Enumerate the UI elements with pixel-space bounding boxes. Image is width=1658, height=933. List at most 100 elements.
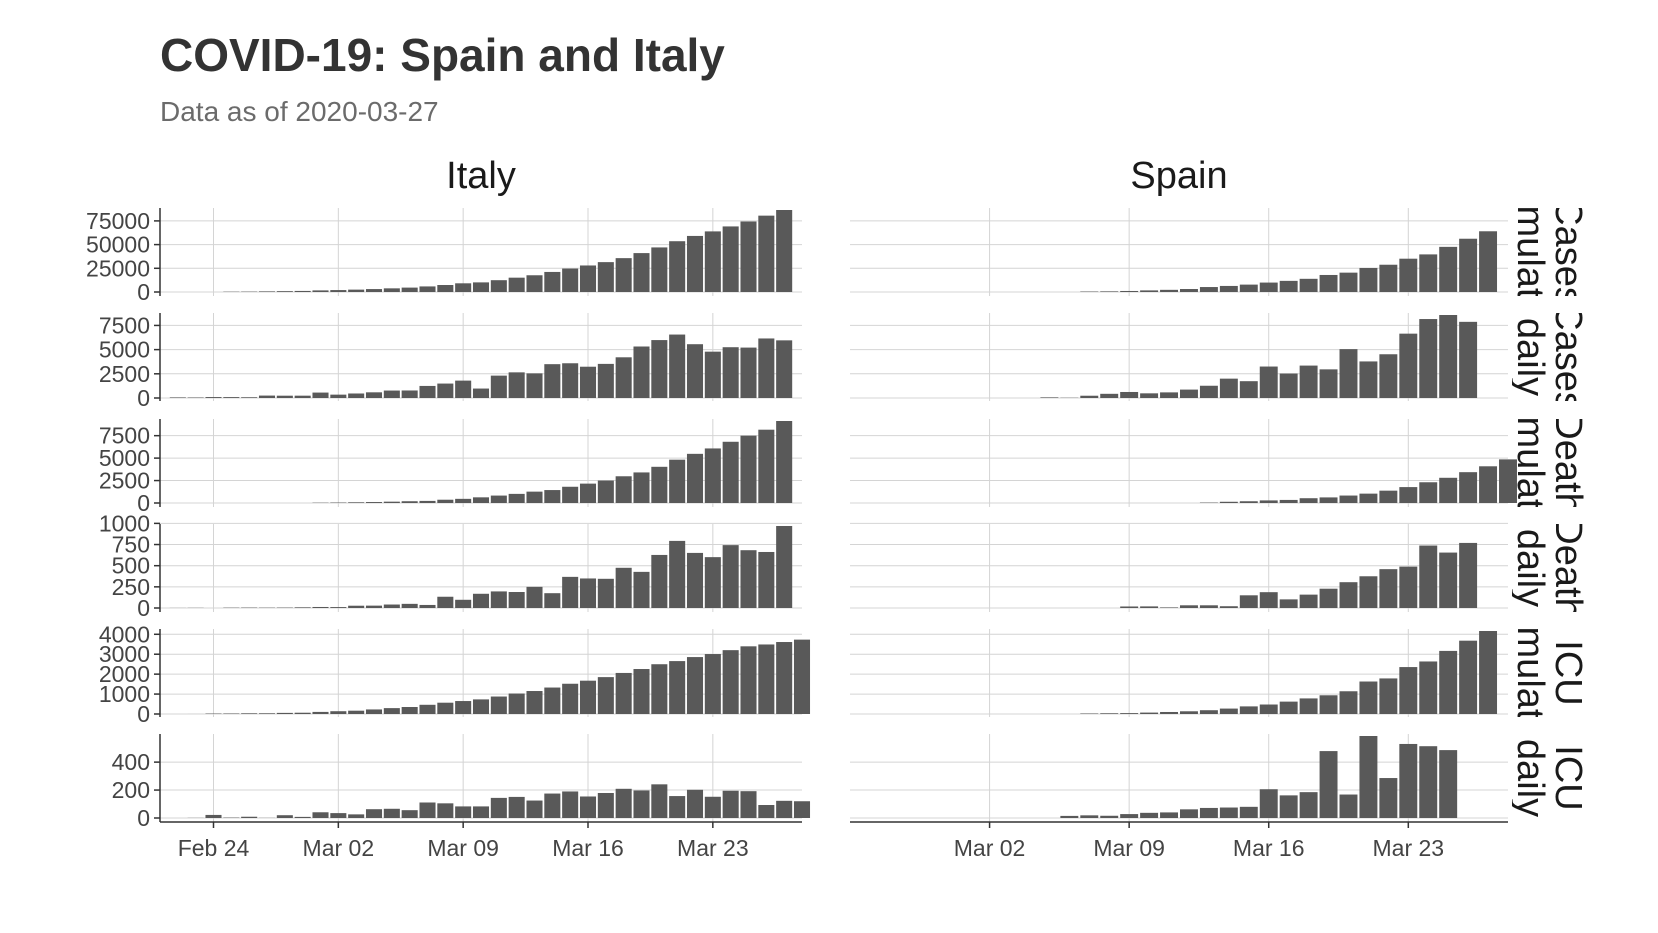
bar-italy-cases-cumulative — [348, 289, 365, 292]
y-tick-label: 2000 — [99, 661, 150, 687]
bar-italy-deaths-daily — [633, 571, 650, 608]
bar-italy-deaths-daily — [383, 604, 400, 608]
bar-italy-deaths-daily — [686, 552, 704, 608]
bar-italy-deaths-cumulative — [383, 501, 400, 503]
bar-spain-icu-cumulative — [1399, 667, 1418, 714]
bar-italy-deaths-cumulative — [740, 435, 757, 503]
bar-spain-cases-cumulative — [1359, 267, 1378, 292]
bar-spain-icu-daily — [1399, 743, 1418, 818]
bar-spain-icu-cumulative — [1419, 661, 1438, 714]
bar-spain-icu-daily — [1359, 736, 1378, 818]
panel-spain-icu-daily — [850, 734, 1508, 822]
bar-italy-cases-daily — [419, 385, 436, 398]
bar-italy-icu-daily — [615, 788, 632, 818]
bar-spain-icu-cumulative — [1439, 650, 1458, 714]
facet-label-spain: Spain — [1130, 155, 1227, 197]
bar-spain-cases-daily — [1219, 378, 1238, 398]
bar-italy-icu-daily — [704, 796, 721, 818]
bar-italy-cases-daily — [365, 392, 383, 398]
bar-spain-icu-daily — [1419, 746, 1438, 818]
bar-spain-deaths-daily — [1219, 606, 1238, 608]
bar-italy-icu-cumulative — [437, 702, 454, 714]
bar-spain-deaths-cumulative — [1439, 477, 1458, 503]
bar-italy-deaths-daily — [455, 599, 472, 608]
bar-italy-deaths-cumulative — [579, 483, 597, 503]
bar-spain-cases-cumulative — [1279, 280, 1298, 292]
bar-italy-deaths-daily — [401, 603, 418, 608]
bar-italy-cases-cumulative — [437, 285, 454, 292]
bar-italy-icu-cumulative — [419, 704, 436, 714]
bar-italy-cases-daily — [205, 397, 222, 398]
x-tick-label: Mar 16 — [552, 835, 624, 861]
bar-italy-cases-daily — [722, 347, 739, 398]
bar-italy-cases-daily — [526, 373, 543, 398]
bar-spain-icu-cumulative — [1120, 713, 1139, 714]
bar-italy-cases-cumulative — [740, 221, 757, 292]
bar-italy-cases-cumulative — [544, 271, 561, 292]
bar-spain-cases-cumulative — [1299, 278, 1318, 292]
y-tick-label: 1000 — [99, 510, 150, 536]
bar-italy-icu-daily — [526, 800, 543, 818]
bar-italy-icu-cumulative — [722, 650, 739, 714]
x-tick-label: Feb 24 — [178, 835, 250, 861]
bar-spain-deaths-daily — [1279, 599, 1298, 608]
bar-spain-deaths-daily — [1439, 552, 1458, 608]
bar-italy-cases-daily — [776, 340, 793, 398]
bar-italy-icu-cumulative — [669, 661, 686, 714]
bar-italy-cases-cumulative — [383, 288, 400, 292]
facet-label-text: daily — [1509, 739, 1551, 817]
bar-spain-cases-daily — [1259, 366, 1278, 398]
bar-italy-cases-cumulative — [294, 290, 311, 292]
bar-spain-cases-daily — [1179, 389, 1198, 398]
bar-spain-cases-daily — [1080, 395, 1099, 398]
bar-spain-deaths-cumulative — [1459, 472, 1478, 503]
bar-italy-icu-daily — [544, 793, 561, 818]
bar-spain-cases-cumulative — [1399, 258, 1418, 292]
bar-spain-cases-daily — [1040, 397, 1059, 398]
bar-italy-cases-daily — [383, 390, 400, 398]
bar-spain-icu-daily — [1179, 809, 1198, 818]
bar-italy-cases-daily — [455, 380, 472, 398]
bar-italy-deaths-cumulative — [401, 501, 418, 503]
bar-italy-icu-cumulative — [472, 699, 490, 714]
bar-italy-icu-daily — [348, 814, 365, 818]
bar-italy-cases-daily — [258, 395, 276, 398]
bar-spain-icu-cumulative — [1259, 704, 1278, 714]
bar-spain-cases-daily — [1160, 392, 1179, 398]
bar-spain-cases-cumulative — [1419, 254, 1438, 292]
bar-italy-deaths-cumulative — [508, 493, 525, 503]
bar-spain-deaths-daily — [1179, 605, 1198, 608]
bar-italy-cases-daily — [187, 397, 204, 398]
bar-italy-cases-cumulative — [508, 277, 525, 292]
bar-italy-deaths-cumulative — [455, 498, 472, 503]
bar-spain-icu-cumulative — [1239, 706, 1258, 714]
bar-spain-icu-daily — [1299, 792, 1318, 818]
bar-spain-icu-cumulative — [1459, 640, 1478, 714]
y-tick-label: 0 — [137, 595, 150, 621]
bar-italy-cases-cumulative — [651, 247, 668, 292]
bar-italy-deaths-cumulative — [544, 490, 561, 503]
bar-italy-icu-daily — [722, 790, 739, 818]
bar-spain-cases-daily — [1439, 315, 1458, 398]
bar-italy-cases-cumulative — [633, 253, 650, 292]
bar-italy-deaths-cumulative — [526, 491, 543, 503]
bar-italy-deaths-cumulative — [419, 500, 436, 503]
bar-italy-cases-daily — [472, 388, 490, 398]
bar-italy-icu-daily — [579, 796, 597, 818]
bar-italy-cases-cumulative — [472, 282, 490, 292]
bar-spain-deaths-cumulative — [1319, 497, 1338, 503]
bar-italy-icu-daily — [294, 816, 311, 818]
bar-italy-deaths-cumulative — [348, 502, 365, 503]
panel-spain-deaths-cumulative — [850, 419, 1508, 507]
bar-italy-deaths-cumulative — [472, 497, 490, 503]
bar-italy-icu-daily — [562, 791, 579, 818]
bar-spain-cases-cumulative — [1199, 287, 1218, 292]
x-tick-label: Mar 16 — [1233, 835, 1305, 861]
bar-italy-icu-cumulative — [365, 709, 383, 714]
bar-spain-deaths-cumulative — [1359, 493, 1378, 503]
panel-spain-cases-daily — [850, 313, 1508, 401]
